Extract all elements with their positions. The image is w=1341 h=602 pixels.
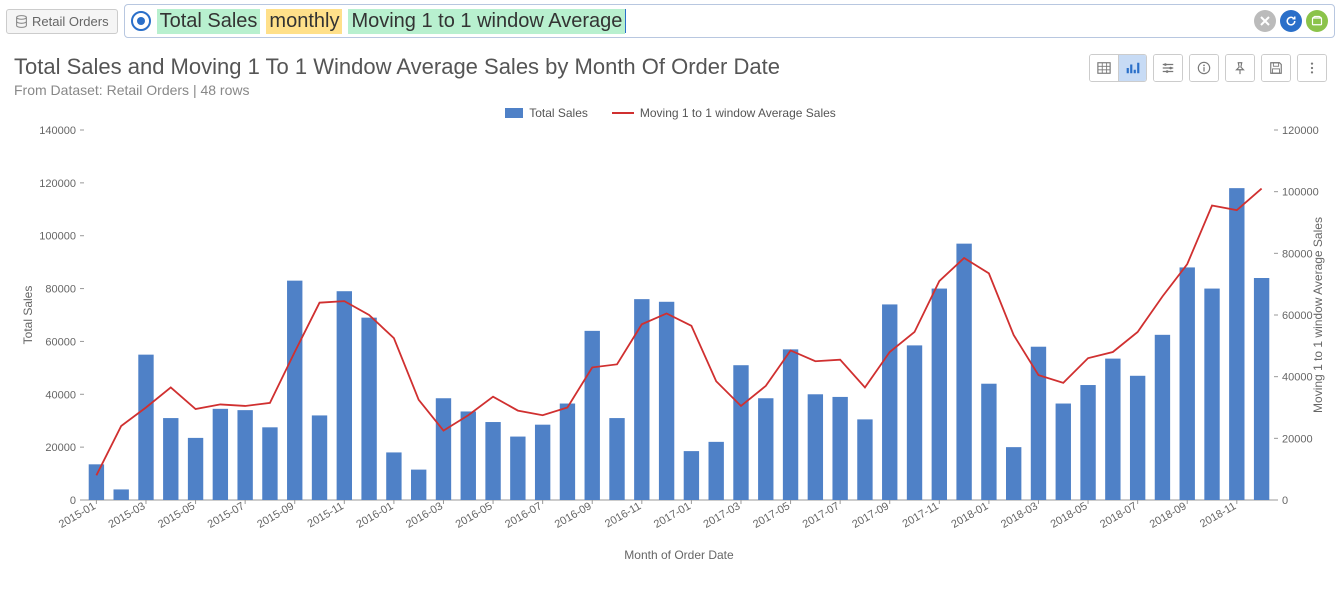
svg-text:2016-05: 2016-05 <box>454 500 495 531</box>
svg-text:120000: 120000 <box>39 178 76 190</box>
svg-text:2015-09: 2015-09 <box>255 500 296 531</box>
svg-text:2018-11: 2018-11 <box>1198 500 1238 530</box>
svg-text:2018-01: 2018-01 <box>949 500 990 531</box>
svg-text:2016-03: 2016-03 <box>404 500 445 531</box>
chart-title: Total Sales and Moving 1 To 1 Window Ave… <box>14 54 1089 80</box>
svg-text:60000: 60000 <box>1282 310 1313 322</box>
svg-text:2015-07: 2015-07 <box>206 500 247 531</box>
dataset-button[interactable]: Retail Orders <box>6 9 118 34</box>
dataset-label: Retail Orders <box>32 14 109 29</box>
content: Total Sales and Moving 1 To 1 Window Ave… <box>0 42 1341 590</box>
query-input[interactable]: Total Sales monthly Moving 1 to 1 window… <box>124 4 1335 38</box>
database-icon <box>15 15 28 28</box>
query-text: Total Sales monthly Moving 1 to 1 window… <box>157 9 626 34</box>
svg-text:2017-07: 2017-07 <box>801 500 842 531</box>
svg-text:2018-03: 2018-03 <box>999 500 1040 531</box>
svg-text:80000: 80000 <box>1282 248 1313 260</box>
svg-text:40000: 40000 <box>45 389 76 401</box>
clear-query-button[interactable] <box>1254 10 1276 32</box>
svg-text:Total Sales: Total Sales <box>21 286 35 345</box>
save-button[interactable] <box>1262 55 1290 81</box>
legend-bar-swatch <box>505 108 523 118</box>
pin-button[interactable] <box>1226 55 1254 81</box>
svg-text:100000: 100000 <box>1282 187 1319 199</box>
chart-svg: 0 20000 40000 60000 80000 100000 120000 140000 0… <box>14 120 1334 565</box>
text-cursor <box>625 9 626 33</box>
chart-area: 0 20000 40000 60000 80000 100000 120000 140000 0… <box>14 120 1327 590</box>
svg-text:2017-01: 2017-01 <box>652 500 693 531</box>
svg-text:80000: 80000 <box>45 284 76 296</box>
svg-text:2017-03: 2017-03 <box>702 500 743 531</box>
svg-text:40000: 40000 <box>1282 372 1313 384</box>
svg-text:140000: 140000 <box>39 125 76 137</box>
svg-text:0: 0 <box>70 495 76 507</box>
svg-text:20000: 20000 <box>1282 433 1313 445</box>
chart-view-button[interactable] <box>1118 55 1146 81</box>
svg-text:2015-05: 2015-05 <box>156 500 197 531</box>
legend-item-line[interactable]: Moving 1 to 1 window Average Sales <box>612 106 836 120</box>
chart-toolbar <box>1089 54 1327 82</box>
svg-text:2015-11: 2015-11 <box>306 500 346 530</box>
info-button[interactable] <box>1190 55 1218 81</box>
svg-text:120000: 120000 <box>1282 125 1319 137</box>
query-action-buttons <box>1254 10 1328 32</box>
svg-text:0: 0 <box>1282 495 1288 507</box>
top-bar: Retail Orders Total Sales monthly Moving… <box>0 0 1341 42</box>
svg-text:2017-09: 2017-09 <box>850 500 891 531</box>
legend-line-label: Moving 1 to 1 window Average Sales <box>640 106 836 120</box>
svg-text:2016-09: 2016-09 <box>553 500 594 531</box>
svg-text:2017-05: 2017-05 <box>751 500 792 531</box>
run-button[interactable] <box>1306 10 1328 32</box>
svg-text:2016-11: 2016-11 <box>603 500 643 530</box>
svg-text:2017-11: 2017-11 <box>901 500 941 530</box>
svg-text:2015-01: 2015-01 <box>57 500 98 531</box>
table-view-button[interactable] <box>1090 55 1118 81</box>
svg-text:20000: 20000 <box>45 442 76 454</box>
chart-subtitle: From Dataset: Retail Orders | 48 rows <box>14 82 1089 98</box>
legend: Total Sales Moving 1 to 1 window Average… <box>14 106 1327 120</box>
svg-text:Month of Order Date: Month of Order Date <box>624 548 734 562</box>
svg-text:2015-03: 2015-03 <box>107 500 148 531</box>
legend-item-bars[interactable]: Total Sales <box>505 106 588 120</box>
svg-text:Moving 1 to 1 window Average S: Moving 1 to 1 window Average Sales <box>1311 217 1325 413</box>
svg-text:2018-05: 2018-05 <box>1049 500 1090 531</box>
svg-text:60000: 60000 <box>45 336 76 348</box>
app-logo-icon <box>131 11 151 31</box>
svg-text:2018-07: 2018-07 <box>1098 500 1139 531</box>
svg-text:100000: 100000 <box>39 231 76 243</box>
svg-text:2018-09: 2018-09 <box>1148 500 1189 531</box>
svg-text:2016-07: 2016-07 <box>503 500 544 531</box>
legend-bar-label: Total Sales <box>529 106 588 120</box>
legend-line-swatch <box>612 112 634 114</box>
more-button[interactable] <box>1298 55 1326 81</box>
config-button[interactable] <box>1154 55 1182 81</box>
refresh-button[interactable] <box>1280 10 1302 32</box>
svg-text:2016-01: 2016-01 <box>354 500 395 531</box>
